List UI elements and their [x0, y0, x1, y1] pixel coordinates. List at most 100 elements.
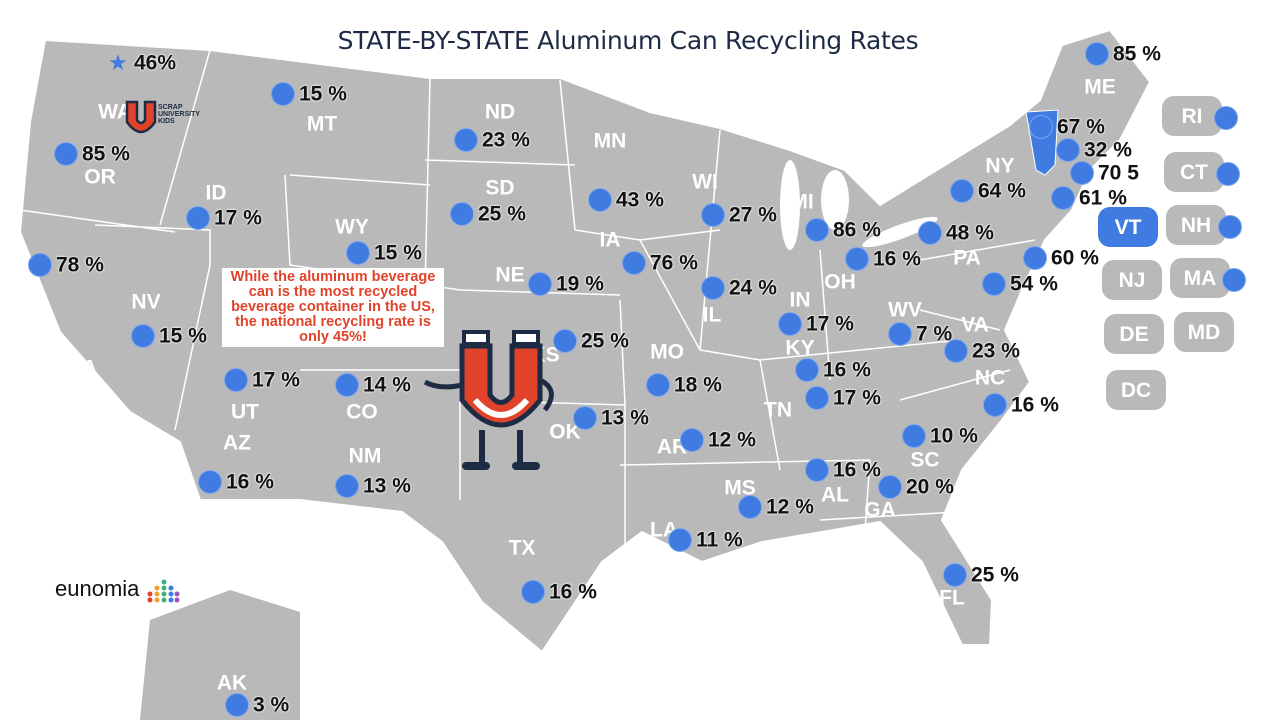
state-label-wi: WI [692, 170, 718, 194]
state-marker-wv[interactable] [888, 322, 912, 346]
state-marker-vt[interactable] [1029, 115, 1053, 139]
state-label-ok: OK [549, 420, 581, 444]
rate-nm: 13 % [363, 474, 411, 498]
state-marker-nv[interactable] [131, 324, 155, 348]
rate-ks: 25 % [581, 329, 629, 353]
state-label-ut: UT [231, 400, 259, 424]
callout-text: While the aluminum beverage can is the m… [222, 268, 444, 347]
small-state-marker-nh[interactable] [1218, 215, 1242, 239]
state-marker-nc[interactable] [983, 393, 1007, 417]
state-marker-or[interactable] [54, 142, 78, 166]
rate-tn: 17 % [833, 386, 881, 410]
state-label-pa: PA [953, 246, 981, 270]
state-label-nd: ND [484, 100, 516, 124]
rate-wy: 15 % [374, 241, 422, 265]
state-marker-ny[interactable] [950, 179, 974, 203]
state-marker-co[interactable] [335, 373, 359, 397]
state-label-oh: OH [824, 270, 856, 294]
state-label-ms: MS [724, 476, 756, 500]
state-marker-ok[interactable] [573, 406, 597, 430]
small-state-box-ct[interactable]: CT [1164, 152, 1224, 192]
state-marker-ca[interactable] [28, 253, 52, 277]
state-marker-sc[interactable] [902, 424, 926, 448]
small-state-marker-ri[interactable] [1214, 106, 1238, 130]
state-marker-ky[interactable] [795, 358, 819, 382]
state-marker-il[interactable] [701, 276, 725, 300]
small-state-box-vt[interactable]: VT [1098, 207, 1158, 247]
state-marker-ga[interactable] [878, 475, 902, 499]
state-marker-me[interactable] [1085, 42, 1109, 66]
state-marker-ak[interactable] [225, 693, 249, 717]
eunomia-dots-icon [147, 579, 180, 603]
state-marker-tn[interactable] [805, 386, 829, 410]
small-state-marker-ct[interactable] [1216, 162, 1240, 186]
state-marker-mt[interactable] [271, 82, 295, 106]
state-marker-tx[interactable] [521, 580, 545, 604]
state-label-tn: TN [764, 398, 792, 422]
state-marker-la[interactable] [668, 528, 692, 552]
rate-az: 16 % [226, 470, 274, 494]
state-marker-mn[interactable] [588, 188, 612, 212]
small-state-label: RI [1181, 104, 1203, 128]
small-state-box-md[interactable]: MD [1174, 312, 1234, 352]
state-marker-wy[interactable] [346, 241, 370, 265]
rate-tx: 16 % [549, 580, 597, 604]
small-state-label: VT [1114, 215, 1142, 239]
rate-ar: 12 % [708, 428, 756, 452]
rate-sc: 10 % [930, 424, 978, 448]
state-marker-md[interactable] [982, 272, 1006, 296]
state-marker-nd[interactable] [454, 128, 478, 152]
small-state-label: NJ [1118, 268, 1146, 292]
state-marker-fl[interactable] [943, 563, 967, 587]
scrap-university-logo [125, 100, 157, 134]
state-marker-oh[interactable] [845, 247, 869, 271]
rate-wv: 7 % [916, 322, 953, 346]
state-label-me: ME [1084, 75, 1116, 99]
state-label-ia: IA [599, 228, 621, 252]
state-marker-ms[interactable] [738, 495, 762, 519]
rate-va: 23 % [972, 339, 1020, 363]
small-state-box-ri[interactable]: RI [1162, 96, 1222, 136]
state-marker-ar[interactable] [680, 428, 704, 452]
state-label-wv: WV [888, 298, 922, 322]
lake-michigan [780, 160, 800, 250]
state-marker-mo[interactable] [646, 373, 670, 397]
state-marker-ut[interactable] [224, 368, 248, 392]
rate-nd: 23 % [482, 128, 530, 152]
state-marker-al[interactable] [805, 458, 829, 482]
small-state-box-de[interactable]: DE [1104, 314, 1164, 354]
small-state-box-nj[interactable]: NJ [1102, 260, 1162, 300]
star-icon[interactable]: ★ [108, 50, 128, 75]
state-marker-ia[interactable] [622, 251, 646, 275]
small-state-marker-ma[interactable] [1222, 268, 1246, 292]
state-marker-az[interactable] [198, 470, 222, 494]
small-state-box-nh[interactable]: NH [1166, 205, 1226, 245]
state-marker-nh[interactable] [1056, 138, 1080, 162]
rate-fl: 25 % [971, 563, 1019, 587]
state-marker-sd[interactable] [450, 202, 474, 226]
small-state-box-ma[interactable]: MA [1170, 258, 1230, 298]
rate-oh: 16 % [873, 247, 921, 271]
state-label-sd: SD [485, 176, 515, 200]
state-label-sc: SC [910, 448, 940, 472]
state-marker-in[interactable] [778, 312, 802, 336]
state-marker-ks[interactable] [553, 329, 577, 353]
state-marker-va[interactable] [944, 339, 968, 363]
state-marker-ct[interactable] [1051, 186, 1075, 210]
state-marker-id[interactable] [186, 206, 210, 230]
state-marker-ma[interactable] [1070, 161, 1094, 185]
state-label-il: IL [702, 303, 722, 327]
state-marker-nm[interactable] [335, 474, 359, 498]
state-marker-nj[interactable] [1023, 246, 1047, 270]
state-marker-pa[interactable] [918, 221, 942, 245]
rate-nh: 32 % [1084, 138, 1132, 162]
small-state-box-dc[interactable]: DC [1106, 370, 1166, 410]
state-label-tx: TX [508, 536, 536, 560]
state-marker-wi[interactable] [701, 203, 725, 227]
rate-md: 54 % [1010, 272, 1058, 296]
rate-ak: 3 % [253, 693, 290, 717]
small-state-label: DC [1120, 378, 1152, 402]
rate-me: 85 % [1113, 42, 1161, 66]
state-marker-mi[interactable] [805, 218, 829, 242]
state-marker-ne[interactable] [528, 272, 552, 296]
